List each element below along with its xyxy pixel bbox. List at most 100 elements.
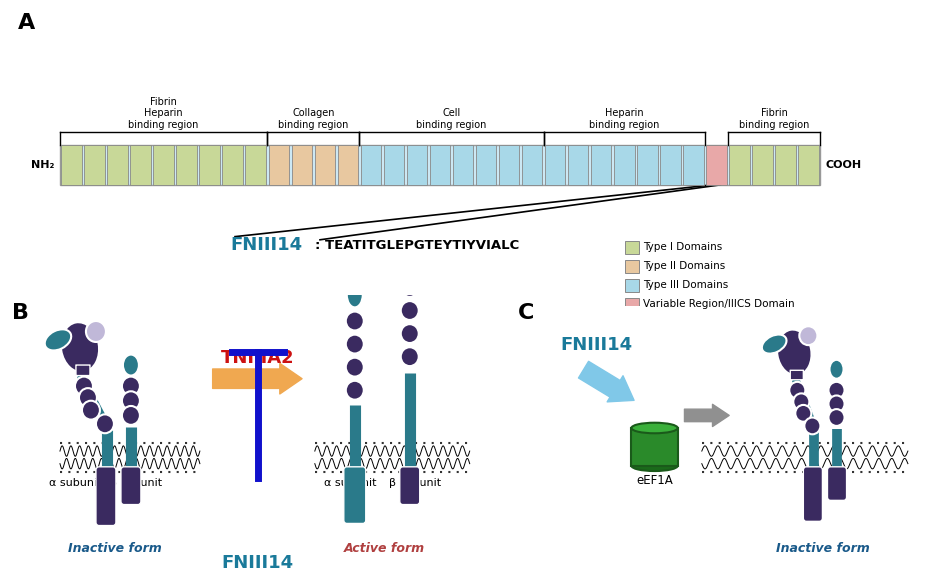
Text: Type I Domains: Type I Domains [642, 242, 721, 252]
Text: Heparin
binding region: Heparin binding region [589, 108, 659, 130]
Bar [499, 144, 519, 185]
Bar [130, 144, 151, 185]
Text: FNIII14: FNIII14 [560, 336, 631, 354]
Circle shape [86, 321, 106, 342]
Circle shape [400, 278, 418, 297]
Circle shape [346, 335, 363, 354]
Bar [614, 144, 634, 185]
Circle shape [346, 358, 363, 377]
FancyArrowPatch shape [684, 404, 729, 427]
Circle shape [400, 253, 419, 274]
Bar [176, 144, 197, 185]
Text: B: B [12, 303, 29, 323]
Ellipse shape [630, 423, 677, 434]
Ellipse shape [332, 240, 353, 258]
Bar [774, 144, 794, 185]
Circle shape [788, 382, 805, 399]
Bar [383, 144, 404, 185]
Bar [544, 144, 565, 185]
Ellipse shape [630, 461, 677, 471]
Circle shape [828, 409, 844, 426]
Circle shape [794, 405, 810, 422]
Circle shape [346, 381, 363, 399]
Text: Inactive form: Inactive form [68, 542, 161, 555]
Bar [797, 144, 818, 185]
Bar [246, 144, 266, 185]
Text: : TEATITGLEPGTEYTIYVIALC: : TEATITGLEPGTEYTIYVIALC [314, 239, 519, 251]
Bar [222, 144, 243, 185]
Text: α subunit: α subunit [48, 479, 101, 488]
FancyArrowPatch shape [212, 364, 301, 394]
Bar [521, 144, 541, 185]
Text: FNIII14: FNIII14 [222, 554, 294, 572]
Circle shape [400, 324, 418, 343]
Bar [337, 144, 358, 185]
Ellipse shape [761, 335, 786, 354]
FancyBboxPatch shape [121, 467, 141, 505]
Bar [199, 144, 220, 185]
Bar [429, 144, 450, 185]
Ellipse shape [44, 329, 71, 350]
FancyBboxPatch shape [95, 467, 116, 525]
Bar [624, 298, 639, 310]
Text: Fibrin
Heparin
binding region: Fibrin Heparin binding region [128, 97, 198, 130]
Text: β subunit: β subunit [388, 479, 440, 488]
Circle shape [121, 391, 140, 410]
Bar [406, 144, 426, 185]
Circle shape [79, 388, 96, 407]
Circle shape [400, 347, 418, 366]
Circle shape [121, 406, 140, 425]
Bar [268, 144, 288, 185]
Text: Cell
binding region: Cell binding region [416, 108, 486, 130]
Bar [314, 144, 335, 185]
Bar [630, 428, 677, 466]
Text: Variable Region/IIICS Domain: Variable Region/IIICS Domain [642, 299, 794, 309]
Bar [659, 144, 679, 185]
Circle shape [798, 326, 817, 345]
Bar [452, 144, 473, 185]
Bar [636, 144, 657, 185]
FancyArrowPatch shape [578, 361, 633, 402]
Text: COOH: COOH [825, 160, 861, 170]
Circle shape [82, 401, 100, 420]
Bar [291, 144, 311, 185]
Circle shape [828, 382, 844, 399]
Bar [624, 241, 639, 254]
Text: Fibrin
binding region: Fibrin binding region [738, 108, 808, 130]
Bar [729, 144, 749, 185]
Ellipse shape [776, 329, 811, 375]
Bar [590, 144, 611, 185]
Ellipse shape [347, 282, 362, 307]
Circle shape [346, 312, 363, 331]
Circle shape [95, 414, 114, 434]
Bar [567, 144, 588, 185]
FancyBboxPatch shape [400, 467, 419, 505]
Bar [84, 144, 105, 185]
Circle shape [828, 395, 844, 412]
Ellipse shape [829, 360, 843, 379]
FancyBboxPatch shape [790, 370, 803, 380]
Text: Type II Domains: Type II Domains [642, 261, 725, 271]
Text: eEF1A: eEF1A [636, 474, 672, 487]
Text: A: A [18, 13, 35, 33]
FancyBboxPatch shape [76, 365, 90, 376]
Bar [476, 144, 496, 185]
Bar [752, 144, 772, 185]
Bar [682, 144, 703, 185]
Ellipse shape [339, 243, 369, 283]
Text: Inactive form: Inactive form [775, 542, 869, 555]
Bar [624, 260, 639, 273]
Bar [60, 144, 819, 185]
Text: α subunit: α subunit [324, 479, 375, 488]
FancyBboxPatch shape [827, 467, 845, 501]
Ellipse shape [61, 322, 99, 372]
Bar [624, 279, 639, 291]
Text: C: C [517, 303, 534, 323]
Text: β subunit: β subunit [109, 479, 162, 488]
Text: Active form: Active form [344, 542, 425, 555]
Circle shape [121, 377, 140, 395]
FancyBboxPatch shape [343, 467, 365, 524]
FancyBboxPatch shape [803, 467, 821, 521]
Bar [61, 144, 82, 185]
Circle shape [75, 377, 93, 395]
